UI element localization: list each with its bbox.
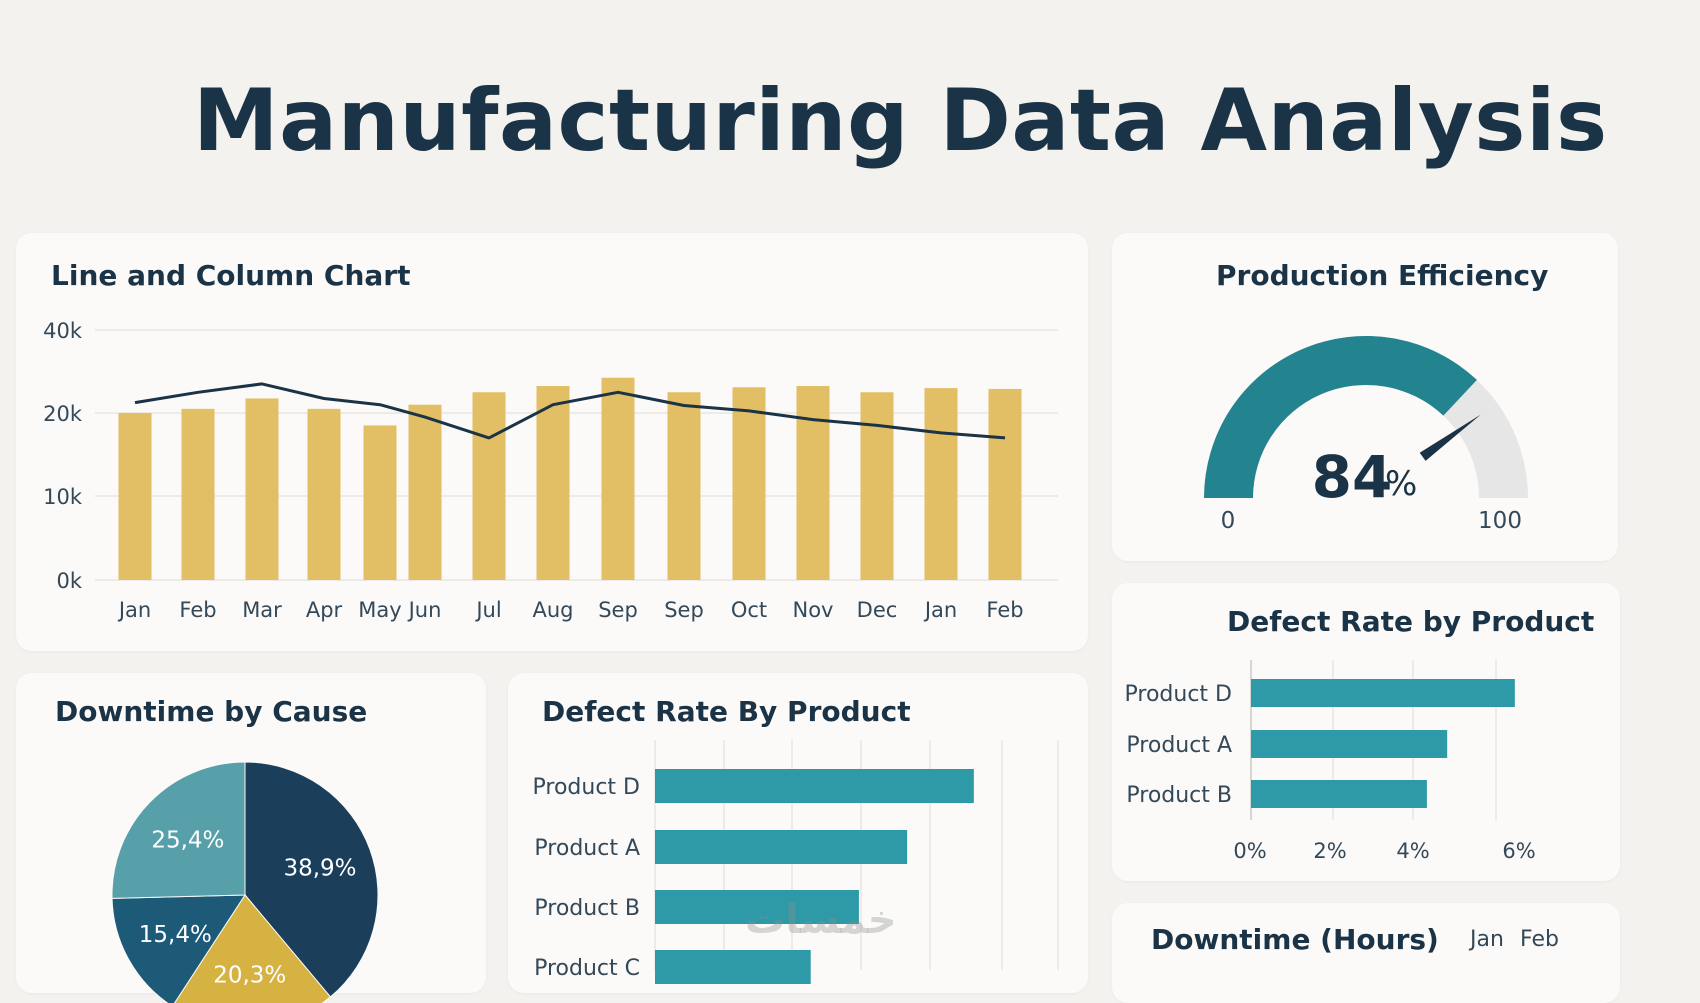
efficiency-title: Production Efficiency: [1216, 259, 1549, 292]
x-tick-label: Sep: [664, 598, 704, 622]
x-tick-label: Mar: [242, 598, 282, 622]
x-tick-label: Jun: [407, 598, 442, 622]
pie-label: 15,4%: [139, 922, 212, 948]
efficiency-gauge: 84% 0 100: [1204, 336, 1528, 534]
downtime-hours-card: Downtime (Hours) Jan Feb: [1112, 903, 1620, 1003]
x-tick-label: 0%: [1233, 839, 1266, 863]
gauge-min-label: 0: [1221, 508, 1236, 534]
category-label: Product D: [1125, 682, 1232, 707]
x-tick-label: Jul: [474, 598, 501, 622]
column-bar: [536, 386, 570, 580]
line-column-title: Line and Column Chart: [51, 259, 411, 292]
category-label: Product C: [534, 956, 640, 981]
defect-rate-right-chart: Product D Product A Product B 0% 2% 4% 6%: [1125, 660, 1536, 863]
x-tick-label: Oct: [731, 598, 767, 622]
x-tick-label: 4%: [1396, 839, 1429, 863]
defect-bar: [1251, 679, 1515, 707]
category-label: Product B: [1126, 783, 1232, 808]
column-bar: [732, 387, 766, 580]
line-series: [134, 382, 1006, 440]
gauge-value: 84: [1312, 443, 1393, 511]
x-tick-label: Nov: [793, 598, 834, 622]
defect-bar: [655, 890, 859, 924]
pie-label: 25,4%: [151, 827, 224, 853]
defect-bar: [1251, 780, 1427, 808]
column-bar: [245, 398, 279, 580]
x-tick-label: Aug: [532, 598, 573, 622]
x-tick-label: May: [358, 598, 401, 622]
x-tick-label: Jan: [117, 598, 151, 622]
pie-slice: [244, 761, 379, 998]
column-bar: [472, 392, 506, 580]
category-label: Product B: [534, 896, 640, 921]
column-bar: [181, 408, 215, 580]
x-tick-label: Feb: [986, 598, 1023, 622]
column-bar: [667, 392, 701, 580]
gauge-max-label: 100: [1478, 508, 1522, 534]
column-bar: [118, 413, 152, 580]
x-tick-label: Jan: [923, 598, 957, 622]
gauge-needle: [1419, 414, 1481, 461]
category-label: Product A: [1126, 733, 1232, 758]
downtime-hours-title: Downtime (Hours): [1151, 923, 1439, 956]
pie-label: 38,9%: [283, 856, 356, 882]
x-tick-label: Feb: [179, 598, 216, 622]
column-bar: [601, 377, 635, 580]
column-bar: [408, 404, 442, 580]
pie-slice: [111, 761, 246, 899]
gauge-fill: [1204, 336, 1477, 498]
column-bar: [363, 425, 397, 580]
column-bar: [988, 388, 1022, 580]
category-label: Product D: [533, 775, 640, 800]
y-tick-label: 10k: [43, 485, 83, 509]
defect-rate-right-title: Defect Rate by Product: [1227, 605, 1595, 638]
x-tick-label: 6%: [1502, 839, 1535, 863]
defect-bar: [655, 950, 811, 984]
x-tick-label: Dec: [857, 598, 898, 622]
x-tick-label: Sep: [598, 598, 638, 622]
column-bar: [307, 408, 341, 580]
x-tick-label: 2%: [1313, 839, 1346, 863]
defect-rate-bottom-chart: Product D Product A Product B Product C: [533, 740, 1059, 984]
defect-bar: [655, 769, 974, 803]
category-label: Product A: [534, 836, 640, 861]
y-tick-label: 20k: [43, 402, 83, 426]
downtime-cause-title: Downtime by Cause: [55, 695, 368, 728]
page-title: Manufacturing Data Analysis: [193, 71, 1608, 171]
x-tick-label: Apr: [306, 598, 343, 622]
efficiency-card: Production Efficiency: [1112, 233, 1618, 561]
defect-rate-bottom-title: Defect Rate By Product: [542, 695, 911, 728]
gauge-unit: %: [1385, 464, 1417, 504]
defect-bar: [1251, 730, 1448, 758]
downtime-hours-legend-feb: Feb: [1520, 927, 1559, 952]
downtime-hours-legend-jan: Jan: [1470, 927, 1504, 952]
defect-bar: [655, 830, 908, 864]
y-tick-label: 0k: [56, 569, 82, 593]
y-tick-label: 40k: [43, 319, 83, 343]
column-bar: [924, 388, 958, 580]
line-column-chart: 0k 10k 20k 40k Jan Feb Mar Apr May Jun Jul Aug Sep Se…: [43, 319, 1058, 622]
